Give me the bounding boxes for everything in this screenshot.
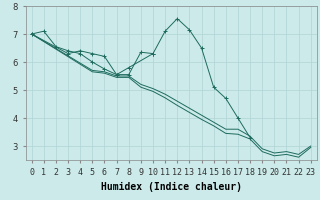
X-axis label: Humidex (Indice chaleur): Humidex (Indice chaleur) [101, 182, 242, 192]
